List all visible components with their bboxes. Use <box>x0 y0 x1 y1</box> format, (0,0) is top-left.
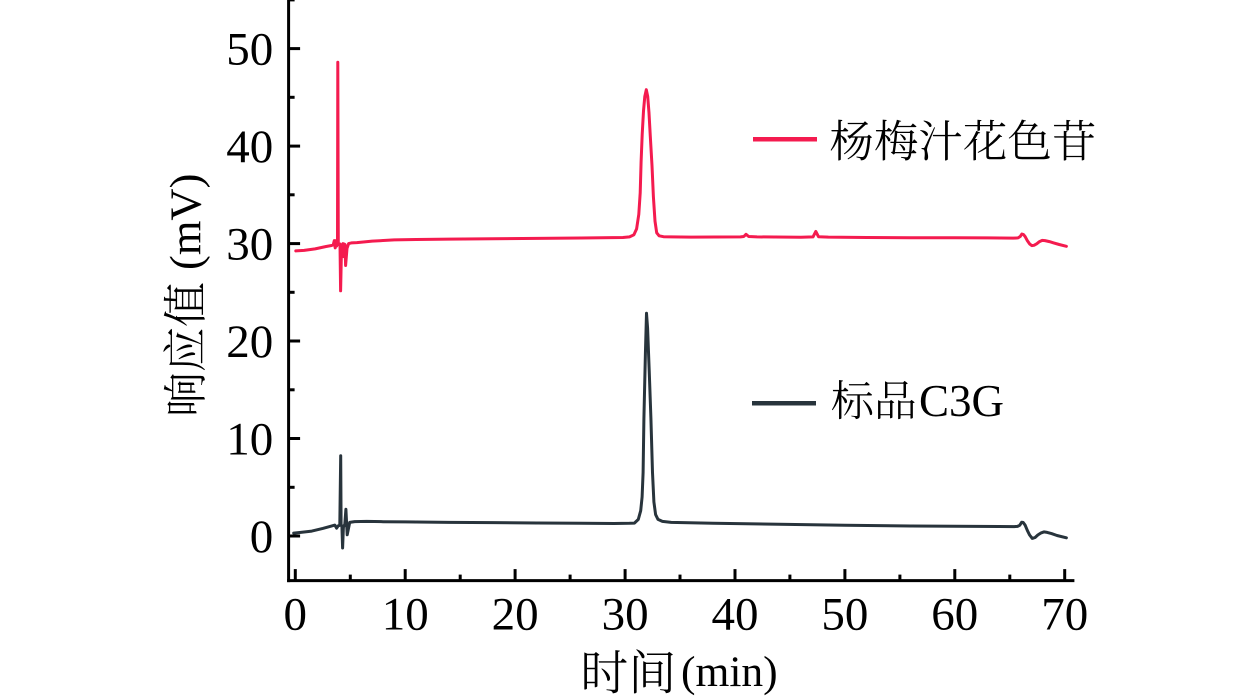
svg-text:30: 30 <box>602 589 649 641</box>
svg-text:10: 10 <box>382 589 429 641</box>
svg-text:60: 60 <box>931 589 978 641</box>
svg-text:40: 40 <box>226 121 273 173</box>
svg-text:20: 20 <box>492 589 539 641</box>
svg-text:0: 0 <box>250 511 274 563</box>
svg-text:0: 0 <box>284 589 308 641</box>
svg-text:50: 50 <box>226 24 273 76</box>
svg-text:40: 40 <box>712 589 759 641</box>
svg-text:20: 20 <box>226 316 273 368</box>
svg-text:10: 10 <box>226 413 273 465</box>
svg-text:(min): (min) <box>681 648 778 696</box>
svg-text:30: 30 <box>226 219 273 271</box>
svg-text:(mV): (mV) <box>160 174 210 270</box>
svg-text:50: 50 <box>821 589 868 641</box>
svg-text:70: 70 <box>1041 589 1088 641</box>
svg-text:C3G: C3G <box>919 376 1004 426</box>
